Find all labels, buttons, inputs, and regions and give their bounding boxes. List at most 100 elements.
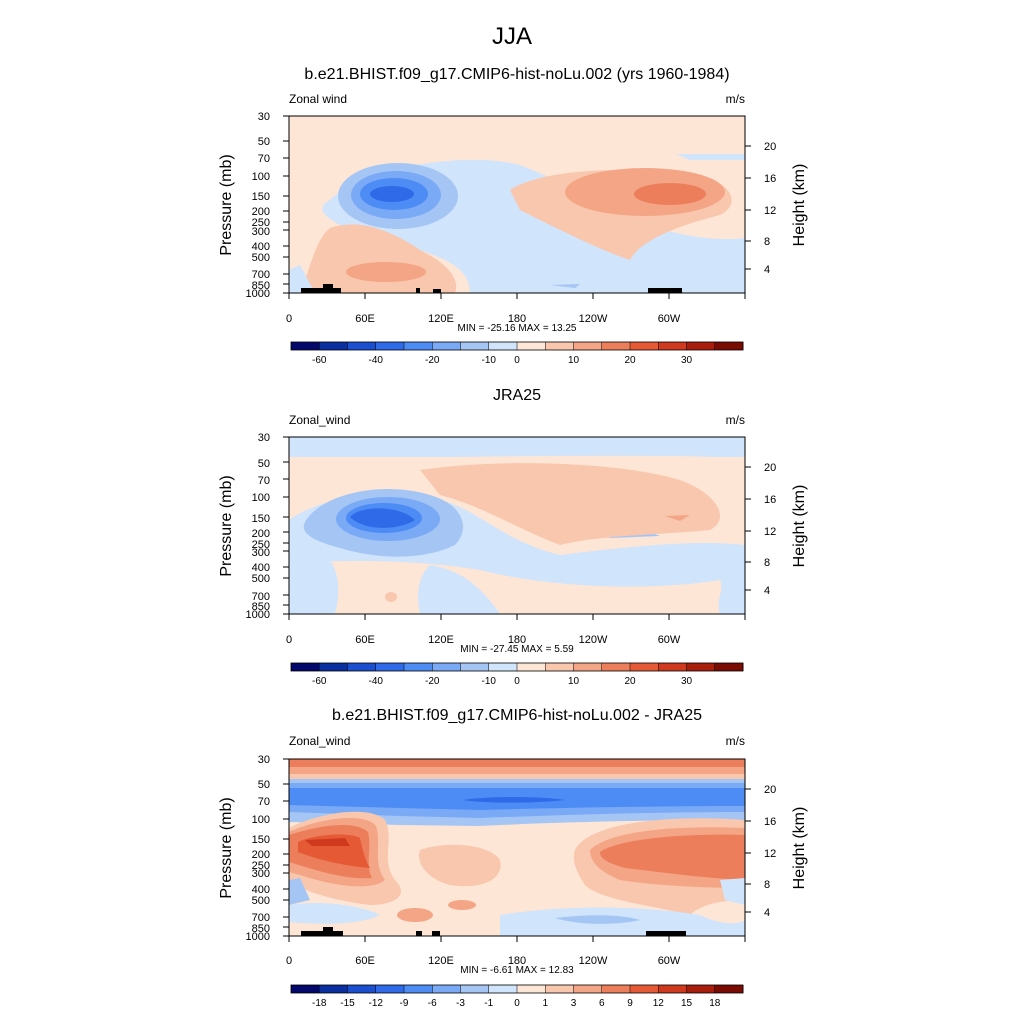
min-max-stats: MIN = -27.45 MAX = 5.59 xyxy=(460,644,574,655)
y-tick-label: 300 xyxy=(252,226,270,238)
y-axis-label: Pressure (mb) xyxy=(218,154,235,255)
y-tick-label: 150 xyxy=(252,513,270,525)
colorbar: -60 -40 -20 -10 0 10 20 30 xyxy=(290,662,744,687)
y-tick-label: 500 xyxy=(252,573,270,585)
height-tick-label: 16 xyxy=(764,816,776,828)
colorbar-swatch xyxy=(573,663,603,671)
x-tick-label: 180 xyxy=(508,313,526,325)
colorbar: -18 -15 -12 -9 -6 -3 -1 0 1 3 6 9 12 15 18 xyxy=(290,984,744,1009)
height-tick-label: 20 xyxy=(764,141,776,153)
colorbar-swatch xyxy=(347,663,377,671)
colorbar-label: -20 xyxy=(425,676,440,687)
y-tick-label: 850 xyxy=(252,601,270,613)
y-tick-label: 250 xyxy=(252,539,270,551)
colorbar-label: 15 xyxy=(681,998,693,1009)
height-tick-label: 12 xyxy=(764,848,776,860)
height-tick-label: 4 xyxy=(764,907,770,919)
height-tick-label: 8 xyxy=(764,236,770,248)
contour-field xyxy=(289,437,745,614)
units-label: m/s xyxy=(726,734,745,748)
colorbar-swatch xyxy=(517,342,546,350)
colorbar-swatch xyxy=(404,342,433,350)
colorbar-label: 1 xyxy=(542,998,548,1009)
min-max-stats: MIN = -6.61 MAX = 12.83 xyxy=(460,965,574,976)
colorbar-label: 20 xyxy=(624,355,636,366)
y-tick-label: 1000 xyxy=(246,288,270,300)
colorbar-swatch xyxy=(601,663,631,671)
colorbar-swatch xyxy=(686,342,716,350)
panel-title: b.e21.BHIST.f09_g17.CMIP6-hist-noLu.002 … xyxy=(332,707,702,724)
y-tick-label: 500 xyxy=(252,895,270,907)
colorbar-swatch xyxy=(404,985,433,993)
colorbar-swatch xyxy=(686,663,716,671)
height-tick-label: 20 xyxy=(764,784,776,796)
y-tick-label: 1000 xyxy=(246,609,270,621)
x-tick-label: 120W xyxy=(579,955,608,967)
colorbar-swatch xyxy=(573,342,603,350)
x-tick-label: 60E xyxy=(355,313,375,325)
variable-label: Zonal_wind xyxy=(289,734,350,748)
height-tick-label: 8 xyxy=(764,879,770,891)
x-tick-labels: 0 60E 120E 180 120W 60W xyxy=(286,634,681,646)
height-tick-label: 8 xyxy=(764,557,770,569)
colorbar-swatch xyxy=(375,663,405,671)
colorbar-label: -15 xyxy=(340,998,355,1009)
y-axis-right-label: Height (km) xyxy=(791,164,808,247)
colorbar-swatch xyxy=(658,663,687,671)
height-tick-labels: 20 16 12 8 4 xyxy=(764,784,776,919)
contour-field xyxy=(289,759,745,936)
y-tick-label: 250 xyxy=(252,860,270,872)
colorbar-label: 0 xyxy=(514,998,520,1009)
height-tick-label: 4 xyxy=(764,264,770,276)
min-max-stats: MIN = -25.16 MAX = 13.25 xyxy=(458,323,577,334)
y-axis-right-label: Height (km) xyxy=(791,807,808,890)
colorbar-swatch xyxy=(319,663,348,671)
colorbar-label: 20 xyxy=(624,676,636,687)
y-tick-label: 100 xyxy=(252,171,270,183)
panel-reanalysis: JRA25 Zonal_wind m/s 0 60 xyxy=(218,387,808,687)
height-tick-label: 12 xyxy=(764,205,776,217)
x-tick-label: 60W xyxy=(658,313,681,325)
colorbar-swatch xyxy=(347,342,377,350)
panel-model: b.e21.BHIST.f09_g17.CMIP6-hist-noLu.002 … xyxy=(218,66,808,366)
colorbar-label: -9 xyxy=(400,998,409,1009)
colorbar-label: 3 xyxy=(571,998,577,1009)
colorbar-swatch xyxy=(375,342,405,350)
colorbar-swatch xyxy=(545,342,574,350)
colorbar-swatch xyxy=(404,663,433,671)
colorbar-swatch xyxy=(630,663,659,671)
y-tick-label: 300 xyxy=(252,547,270,559)
x-tick-label: 120E xyxy=(428,313,454,325)
y-axis-label: Pressure (mb) xyxy=(218,797,235,898)
colorbar-label: 30 xyxy=(681,676,693,687)
y-tick-label: 400 xyxy=(252,241,270,253)
height-tick-labels: 20 16 12 8 4 xyxy=(764,462,776,597)
units-label: m/s xyxy=(726,413,745,427)
panel-title: b.e21.BHIST.f09_g17.CMIP6-hist-noLu.002 … xyxy=(304,66,729,83)
colorbar-label: 30 xyxy=(681,355,693,366)
y-tick-labels: 30 50 70 100 150 200 250 300 400 500 700… xyxy=(246,111,270,300)
colorbar-swatch xyxy=(319,985,348,993)
axis-ticks xyxy=(283,115,751,942)
y-tick-label: 150 xyxy=(252,191,270,203)
y-tick-label: 30 xyxy=(258,111,270,123)
y-tick-label: 500 xyxy=(252,252,270,264)
y-tick-label: 700 xyxy=(252,591,270,603)
colorbar-swatch xyxy=(460,663,490,671)
colorbar-swatch xyxy=(601,985,631,993)
height-tick-label: 16 xyxy=(764,173,776,185)
y-tick-label: 50 xyxy=(258,779,270,791)
colorbar-swatch xyxy=(601,342,631,350)
y-tick-label: 70 xyxy=(258,153,270,165)
x-tick-labels: 0 60E 120E 180 120W 60W xyxy=(286,313,681,325)
y-tick-label: 50 xyxy=(258,136,270,148)
y-tick-label: 850 xyxy=(252,280,270,292)
colorbar-label: -20 xyxy=(425,355,440,366)
colorbar-label: 10 xyxy=(568,676,580,687)
x-tick-label: 60E xyxy=(355,955,375,967)
x-tick-label: 120W xyxy=(579,634,608,646)
y-tick-label: 70 xyxy=(258,796,270,808)
colorbar-swatch xyxy=(291,985,320,993)
y-tick-label: 400 xyxy=(252,884,270,896)
